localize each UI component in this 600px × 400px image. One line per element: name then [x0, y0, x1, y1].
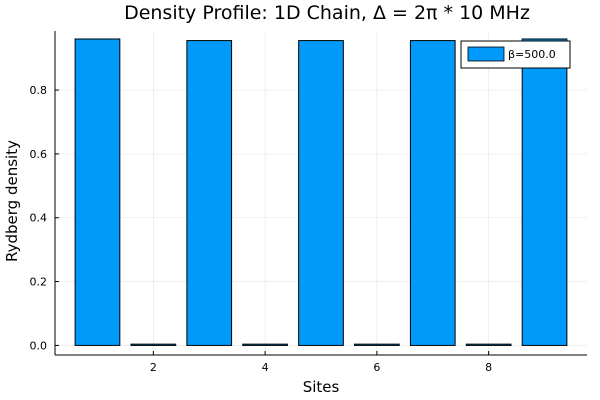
- bars: [74, 38, 568, 346]
- y-tick-label-2: 0.4: [30, 212, 48, 225]
- bar-site-8: [465, 343, 512, 346]
- x-tick-label-4: 4: [262, 361, 269, 374]
- x-axis-label: Sites: [303, 378, 340, 396]
- chart-title: Density Profile: 1D Chain, Δ = 2π * 10 M…: [124, 2, 530, 24]
- x-tick-label-8: 8: [485, 361, 492, 374]
- legend-label: β=500.0: [508, 48, 556, 61]
- bar-site-5: [298, 40, 344, 346]
- bar-site-1: [74, 38, 121, 346]
- x-tick-label-2: 2: [150, 361, 157, 374]
- tick-labels: 2 4 6 8 0.0 0.2 0.4 0.6 0.8: [30, 84, 493, 374]
- y-tick-label-0: 0.0: [30, 339, 48, 352]
- x-tick-label-6: 6: [373, 361, 380, 374]
- bar-site-9: [521, 38, 568, 346]
- bar-site-3: [186, 40, 233, 346]
- y-tick-label-3: 0.6: [30, 148, 48, 161]
- bar-site-6: [354, 343, 400, 346]
- y-axis-label: Rydberg density: [3, 140, 21, 262]
- bar-site-2: [130, 343, 177, 346]
- bar-site-4: [242, 343, 288, 346]
- y-tick-label-1: 0.2: [30, 276, 48, 289]
- y-tick-label-4: 0.8: [30, 84, 48, 97]
- legend-swatch: [467, 46, 505, 62]
- bar-site-7: [409, 40, 456, 346]
- axes: [54, 31, 587, 356]
- legend: β=500.0: [460, 40, 571, 69]
